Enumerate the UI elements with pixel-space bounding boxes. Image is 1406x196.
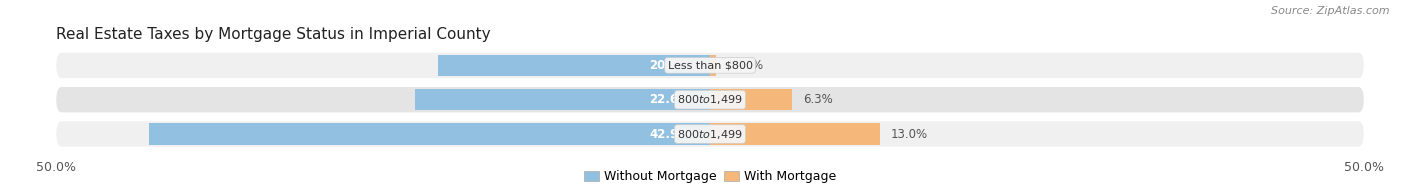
FancyBboxPatch shape bbox=[56, 87, 1364, 113]
Bar bbox=[710, 89, 793, 110]
Text: 22.6%: 22.6% bbox=[650, 93, 690, 106]
Text: 0.43%: 0.43% bbox=[725, 59, 763, 72]
Bar bbox=[710, 55, 716, 76]
Text: $800 to $1,499: $800 to $1,499 bbox=[678, 128, 742, 141]
Text: 20.8%: 20.8% bbox=[650, 59, 690, 72]
Bar bbox=[439, 55, 710, 76]
Bar bbox=[415, 89, 710, 110]
Text: Source: ZipAtlas.com: Source: ZipAtlas.com bbox=[1271, 6, 1389, 16]
Text: 13.0%: 13.0% bbox=[890, 128, 928, 141]
Text: $800 to $1,499: $800 to $1,499 bbox=[678, 93, 742, 106]
Legend: Without Mortgage, With Mortgage: Without Mortgage, With Mortgage bbox=[579, 165, 841, 188]
FancyBboxPatch shape bbox=[56, 53, 1364, 78]
Text: Real Estate Taxes by Mortgage Status in Imperial County: Real Estate Taxes by Mortgage Status in … bbox=[56, 27, 491, 42]
FancyBboxPatch shape bbox=[56, 121, 1364, 147]
Bar bbox=[710, 123, 880, 145]
Text: 42.9%: 42.9% bbox=[650, 128, 690, 141]
Bar bbox=[149, 123, 710, 145]
Text: 6.3%: 6.3% bbox=[803, 93, 832, 106]
Text: Less than $800: Less than $800 bbox=[668, 60, 752, 70]
